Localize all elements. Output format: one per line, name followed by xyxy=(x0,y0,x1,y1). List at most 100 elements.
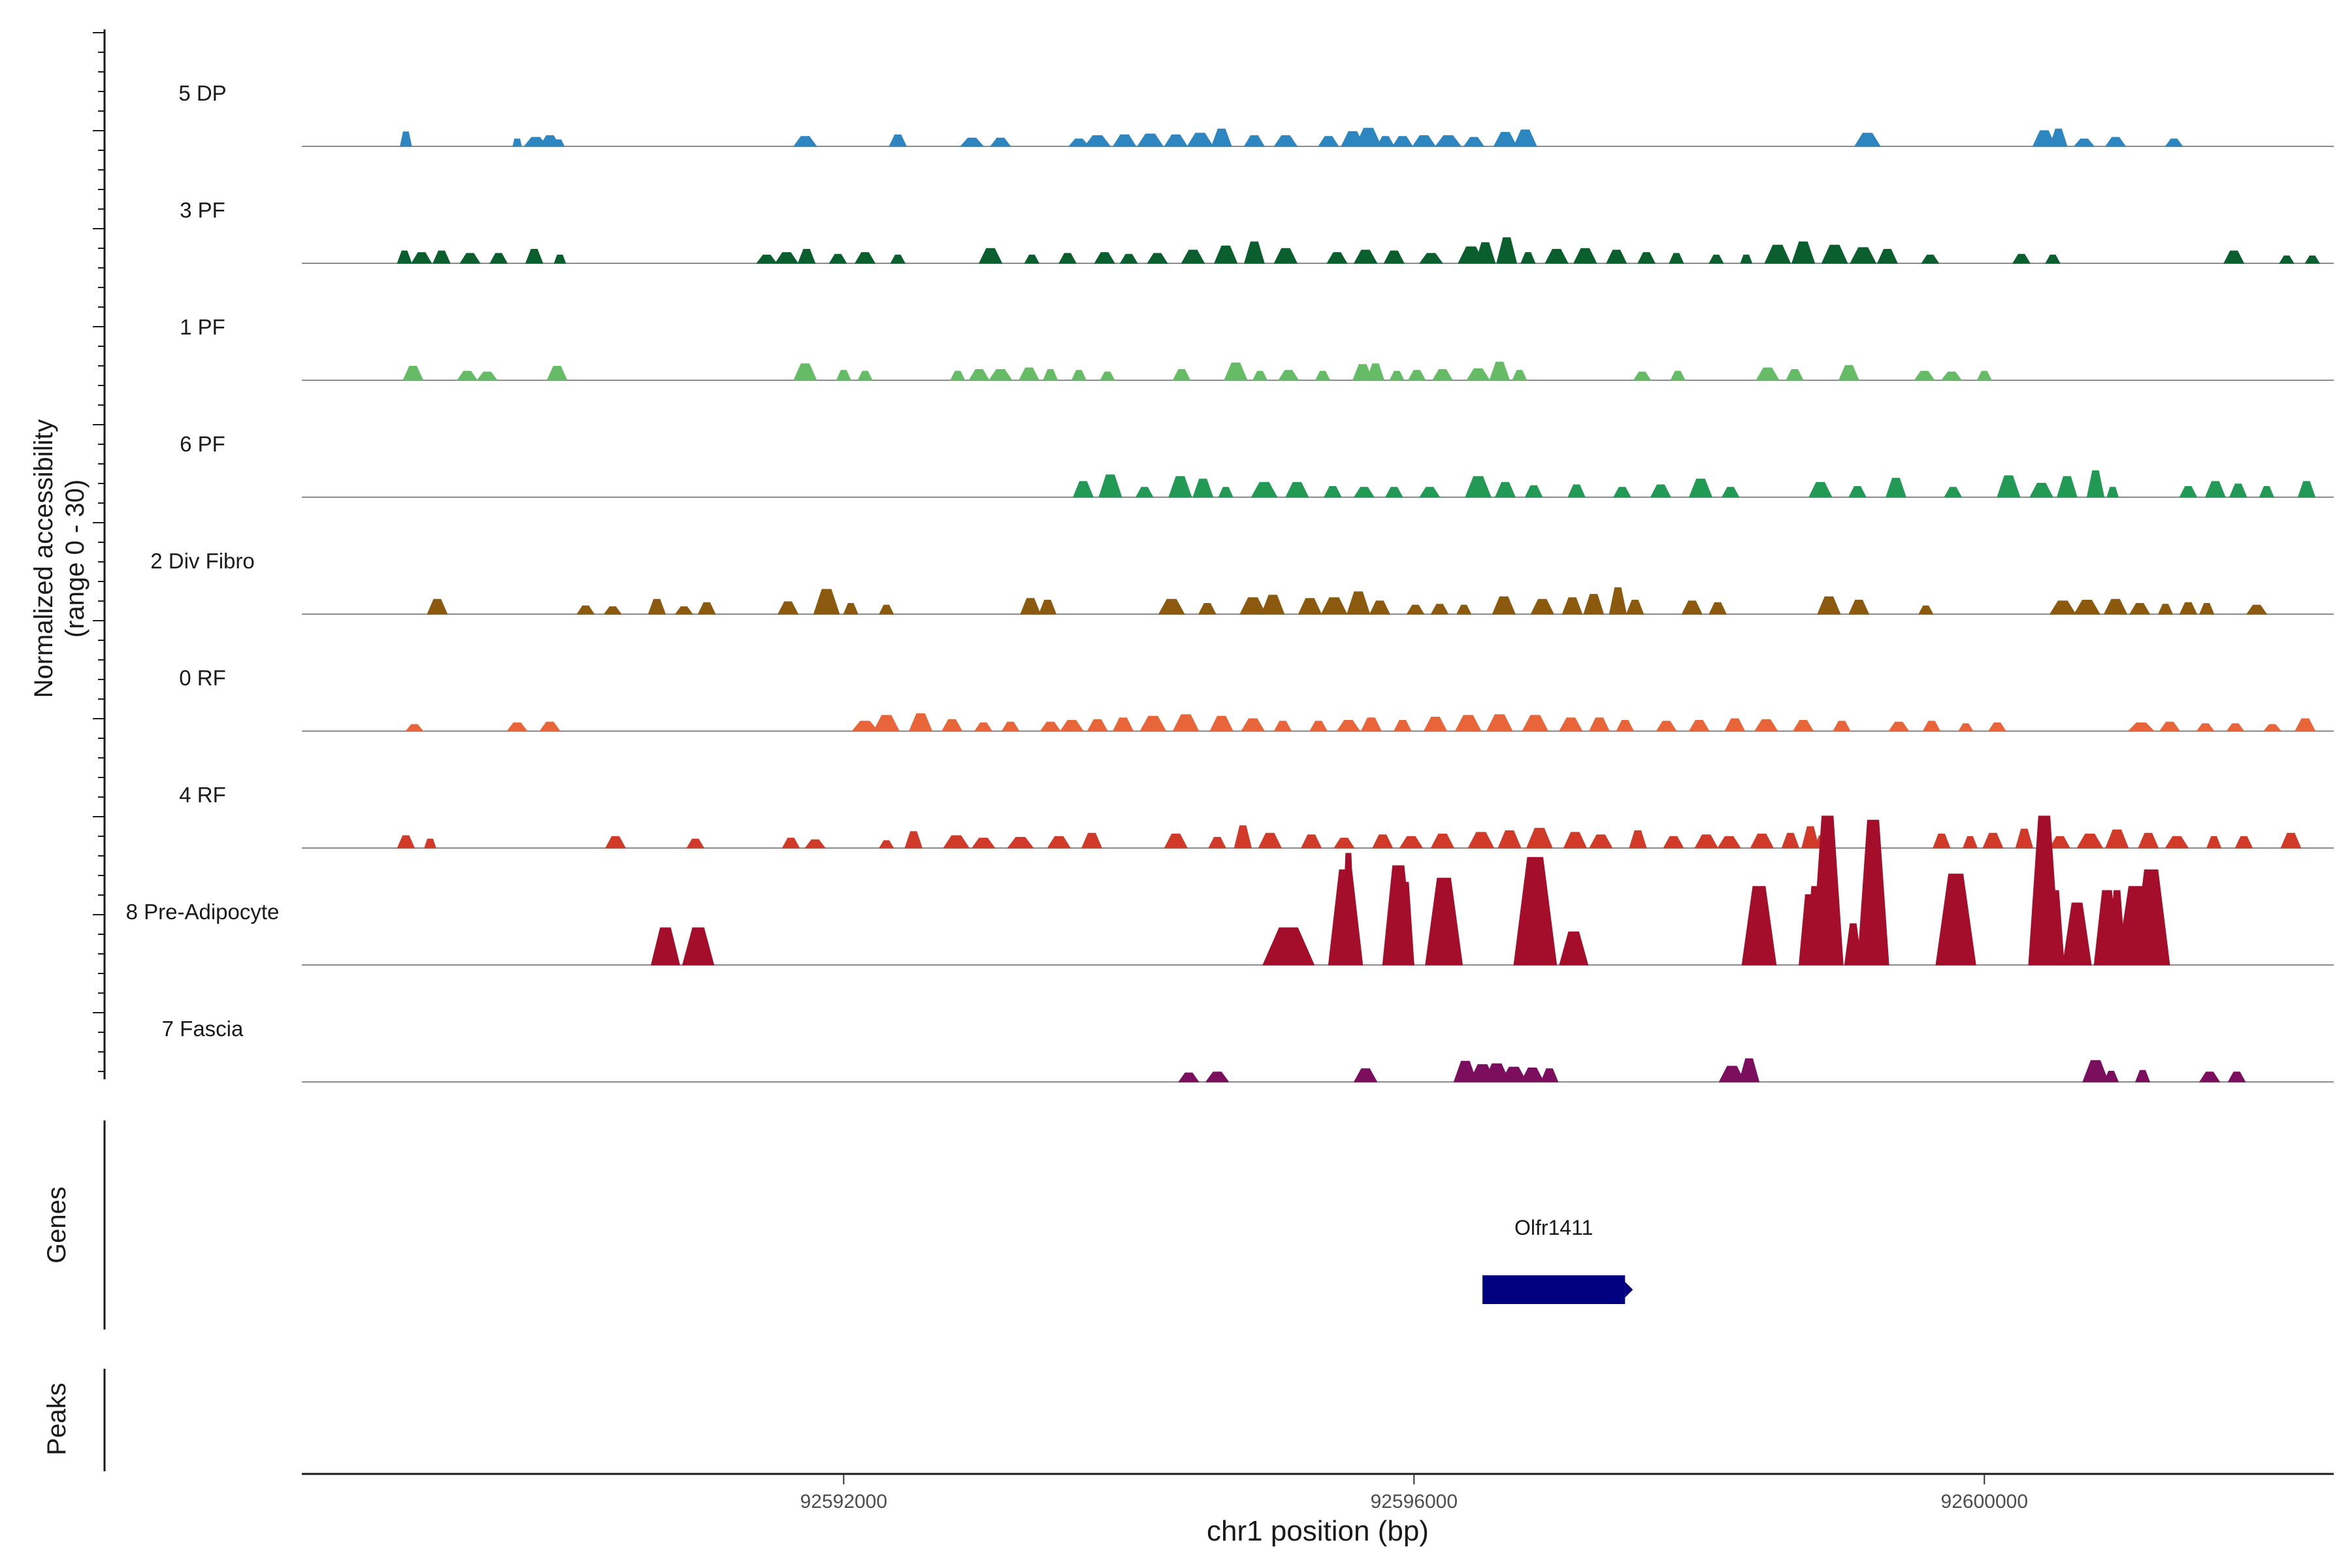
coverage-peak xyxy=(1848,486,1867,498)
coverage-peak xyxy=(2049,600,2076,615)
coverage-peak xyxy=(1273,135,1298,147)
coverage-peak xyxy=(908,713,933,732)
coverage-peak xyxy=(1372,834,1394,849)
coverage-peak xyxy=(647,598,666,615)
coverage-peak xyxy=(1018,367,1040,381)
coverage-peak xyxy=(1497,830,1522,849)
coverage-peak xyxy=(605,836,627,849)
coverage-peak xyxy=(603,606,622,615)
coverage-peak xyxy=(1466,368,1490,381)
coverage-peak xyxy=(1273,248,1298,264)
coverage-peak xyxy=(1252,370,1268,381)
coverage-peak xyxy=(781,838,800,849)
coverage-peak xyxy=(1530,598,1555,615)
coverage-peak xyxy=(1164,834,1188,849)
coverage-peak xyxy=(1914,370,1935,381)
track-label: 4 RF xyxy=(179,783,226,807)
coverage-peak xyxy=(1786,369,1804,381)
coverage-peak xyxy=(1838,365,1859,381)
coverage-peak xyxy=(1369,600,1390,615)
coverage-peak xyxy=(1781,832,1800,849)
coverage-peak xyxy=(1935,874,1976,966)
y-axis-ticks xyxy=(93,32,105,1072)
coverage-peak xyxy=(1857,819,1889,966)
track-label: 0 RF xyxy=(179,666,226,690)
coverage-peak xyxy=(1326,252,1348,264)
coverage-peak xyxy=(2129,603,2151,615)
track-8-pre-adipocyte: 8 Pre-Adipocyte xyxy=(126,815,2334,966)
coverage-peak xyxy=(1135,487,1154,498)
coverage-peak xyxy=(1098,474,1122,498)
coverage-peak xyxy=(2206,836,2222,849)
coverage-peak xyxy=(1172,714,1200,732)
coverage-peak xyxy=(402,366,424,381)
coverage-peak xyxy=(1425,877,1463,966)
coverage-peak xyxy=(1589,717,1610,732)
gene-body xyxy=(1482,1275,1625,1304)
coverage-peak xyxy=(1353,250,1378,264)
coverage-peak xyxy=(1406,604,1425,615)
coverage-peak xyxy=(1833,721,1851,732)
coverage-peak xyxy=(2086,470,2105,498)
coverage-peak xyxy=(1168,476,1192,498)
y-axis-range: (range 0 - 30) xyxy=(61,480,90,638)
coverage-peak xyxy=(2295,718,2316,732)
coverage-peak xyxy=(988,369,1013,381)
coverage-peak xyxy=(2159,721,2181,732)
coverage-peak xyxy=(1817,596,1841,615)
x-tick-label: 92592000 xyxy=(800,1491,887,1512)
coverage-peak xyxy=(433,250,451,264)
coverage-peak xyxy=(1637,252,1656,264)
coverage-peak xyxy=(1318,136,1339,147)
coverage-peak xyxy=(1389,370,1405,381)
coverage-peak xyxy=(2157,604,2174,615)
coverage-peak xyxy=(1315,370,1331,381)
coverage-peak xyxy=(943,835,970,849)
coverage-peak xyxy=(1172,369,1191,381)
coverage-peak xyxy=(1496,237,1518,264)
coverage-peak xyxy=(1001,721,1020,732)
coverage-peak xyxy=(525,249,544,264)
coverage-peak xyxy=(1431,369,1454,381)
coverage-peak xyxy=(2046,890,2065,966)
coverage-peak xyxy=(1625,600,1644,615)
coverage-peak xyxy=(1454,715,1482,732)
coverage-peak xyxy=(1024,254,1040,264)
coverage-peak xyxy=(1186,133,1214,147)
coverage-peak xyxy=(1198,603,1217,615)
coverage-peak xyxy=(1347,591,1371,615)
coverage-peak xyxy=(1520,1068,1544,1083)
coverage-peak xyxy=(1681,600,1703,615)
y-axis-title: Normalized accessibility xyxy=(29,419,58,698)
coverage-peak xyxy=(873,715,900,732)
coverage-peak xyxy=(1071,370,1087,381)
coverage-peak xyxy=(2104,137,2127,147)
coverage-peak xyxy=(2050,128,2068,147)
coverage-peak xyxy=(397,835,416,849)
coverage-peak xyxy=(1336,720,1361,732)
coverage-peak xyxy=(1922,721,1941,732)
coverage-peak xyxy=(512,139,522,147)
coverage-peak xyxy=(1663,836,1684,849)
coverage-peak xyxy=(2138,832,2159,849)
coverage-peak xyxy=(879,604,894,615)
coverage-peak xyxy=(2226,723,2245,732)
coverage-peak xyxy=(1520,252,1536,264)
coverage-peak xyxy=(1754,719,1778,732)
coverage-peak xyxy=(974,722,993,732)
coverage-peak xyxy=(424,838,436,849)
coverage-peak xyxy=(1609,587,1627,615)
coverage-peak xyxy=(1717,836,1742,849)
coverage-peak xyxy=(674,606,693,615)
genes-panel-label: Genes xyxy=(42,1186,71,1264)
coverage-peak xyxy=(1072,481,1094,498)
coverage-peak xyxy=(1688,478,1713,498)
coverage-peak xyxy=(1848,600,1870,615)
coverage-peak xyxy=(1164,134,1188,147)
coverage-peak xyxy=(1407,370,1426,381)
coverage-peak xyxy=(1613,487,1631,498)
coverage-peak xyxy=(1756,367,1780,381)
coverage-peak xyxy=(459,253,481,264)
coverage-peak xyxy=(797,249,816,264)
coverage-peak xyxy=(1944,487,1963,498)
